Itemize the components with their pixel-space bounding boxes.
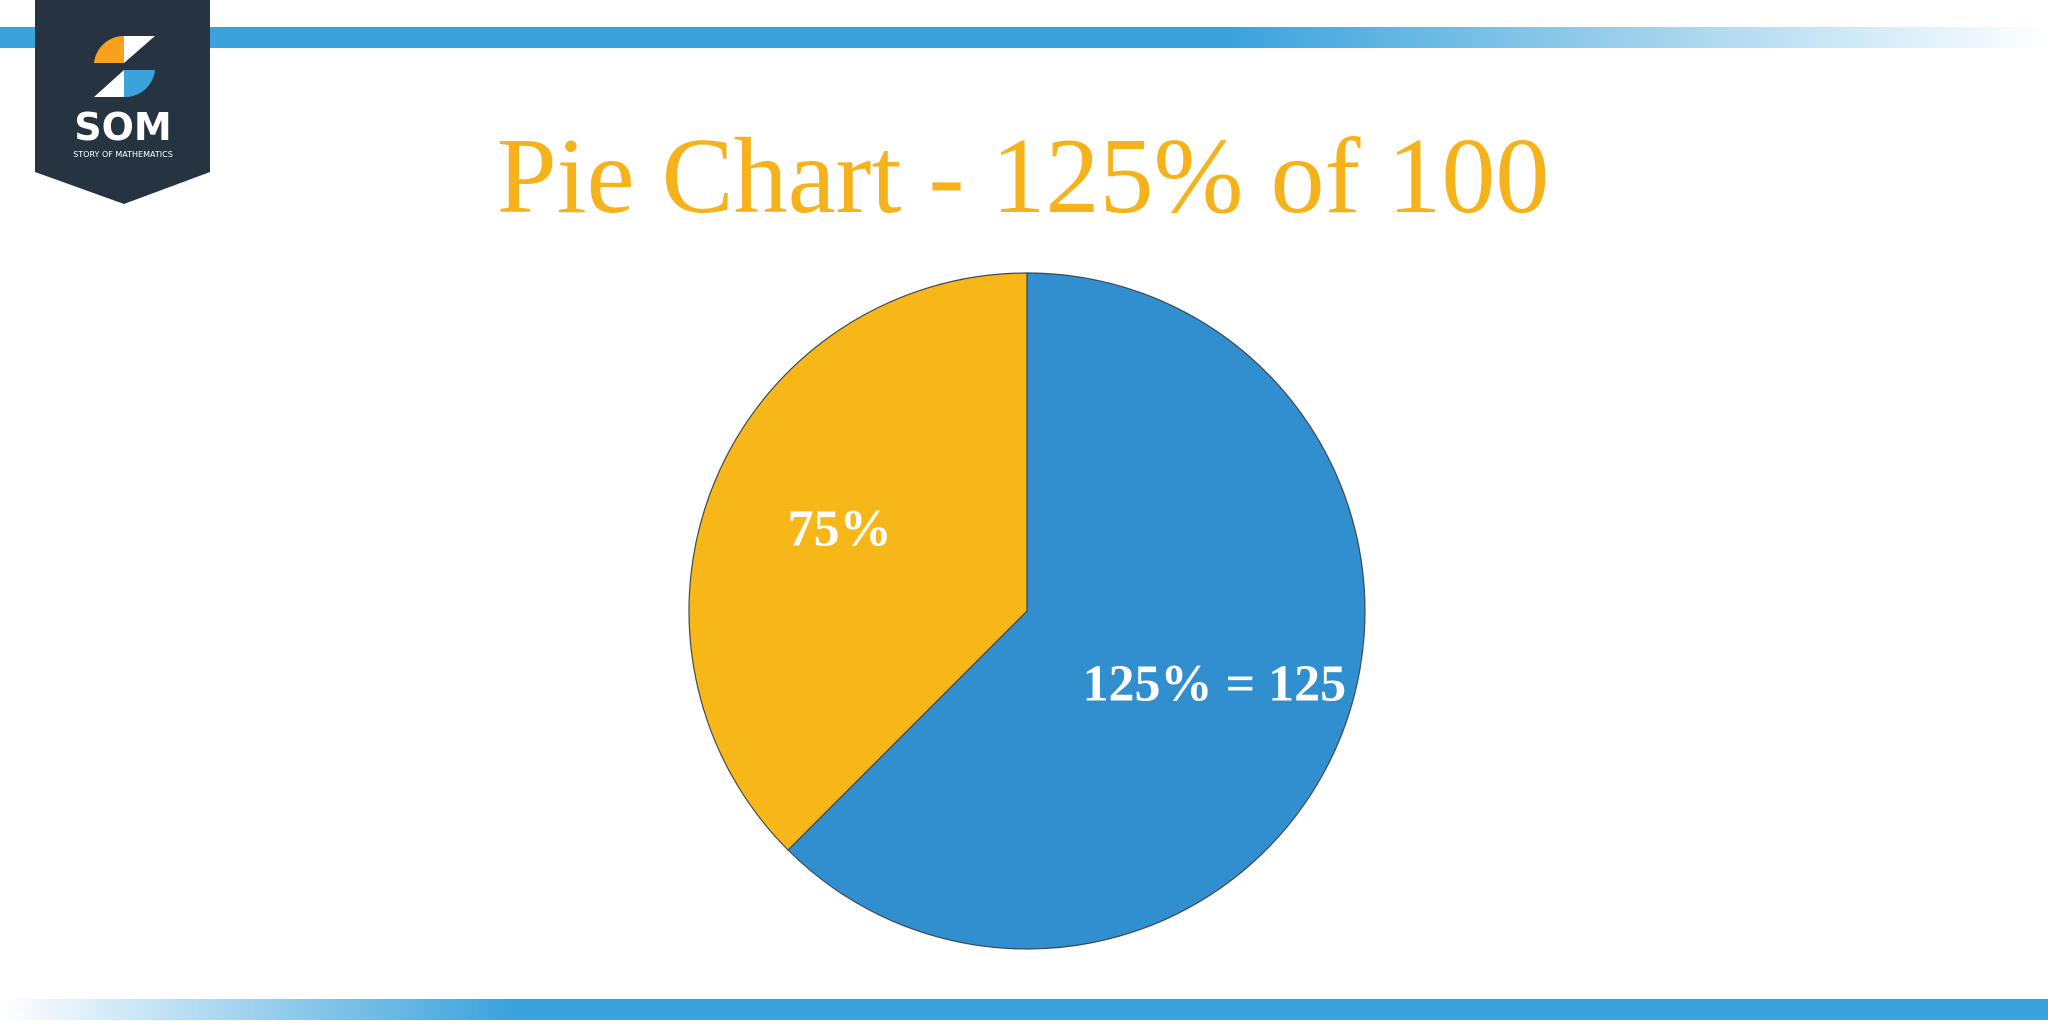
- data-label: 75%: [788, 500, 892, 557]
- logo-badge: [35, 0, 210, 204]
- logo-shape: [94, 70, 124, 97]
- logo-shape: [124, 36, 155, 63]
- logo-text: SOM: [74, 105, 172, 149]
- bottom-bar: [0, 999, 2048, 1020]
- data-label: 125% = 125: [1083, 656, 1347, 713]
- top-bar: [0, 27, 2048, 48]
- logo-shape: [124, 70, 155, 98]
- logo: SOM STORY OF MATHEMATICS: [35, 0, 210, 204]
- logo-tagline: STORY OF MATHEMATICS: [73, 150, 173, 159]
- logo-shape: [94, 35, 124, 63]
- pie-slice: [688, 272, 1028, 851]
- pie-slice: [787, 272, 1366, 950]
- chart-title: Pie Chart - 125% of 100: [497, 117, 1550, 236]
